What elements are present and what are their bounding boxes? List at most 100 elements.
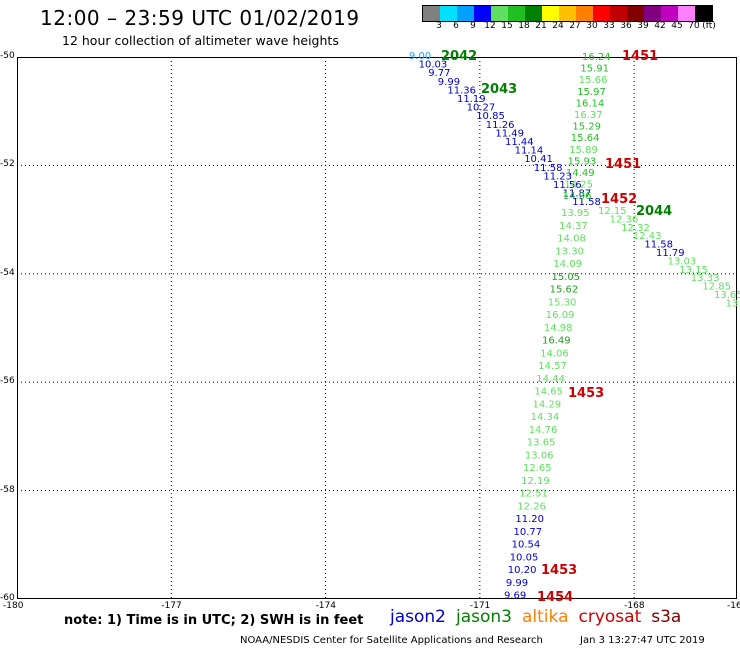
colorbar-swatch (695, 6, 712, 21)
colorbar-swatch (661, 6, 678, 21)
track-c-value-label: 11.58 (644, 240, 673, 251)
legend-item-cryosat: cryosat (578, 607, 642, 627)
colorbar-label: 36 (620, 21, 632, 31)
footer-note: note: 1) Time is in UTC; 2) SWH is in fe… (64, 613, 364, 628)
track-d-value-label: 14.06 (540, 348, 569, 359)
longitude-tick-label: -174 (315, 601, 336, 611)
colorbar-label: (ft) (702, 21, 716, 31)
track-a-time-label: 2043 (481, 82, 517, 97)
track-d-value-label: 10.77 (514, 527, 543, 538)
track-a-value-label: 9.00 (409, 51, 431, 62)
colorbar-label: 33 (603, 21, 615, 31)
latitude-tick-label: -52 (0, 159, 15, 170)
track-d-value-label: 10.05 (510, 552, 539, 563)
track-a-value-label: 11.87 (563, 189, 592, 200)
track-a-value-label: 11.36 (447, 85, 476, 96)
track-a-value-label: 11.19 (457, 94, 486, 105)
track-b-value-label: 14.25 (564, 180, 593, 191)
track-d-value-label: 14.65 (534, 387, 563, 398)
longitude-tick-label: -16 (727, 601, 740, 611)
track-d-time-label: 1454 (537, 590, 573, 605)
track-d-value-label: 12.65 (523, 463, 552, 474)
track-d-value-label: 13.95 (561, 208, 590, 219)
colorbar-label: 30 (586, 21, 598, 31)
track-b-value-label: 15.93 (568, 156, 597, 167)
colorbar-label: 27 (569, 21, 581, 31)
longitude-tick-label: -171 (469, 601, 491, 611)
colorbar-label: 18 (518, 21, 530, 31)
wave-height-colorbar (422, 5, 713, 22)
colorbar-swatch (542, 6, 559, 21)
latitude-tick-label: -56 (0, 376, 15, 387)
track-a-value-label: 11.44 (505, 137, 534, 148)
track-a-time-label: 2042 (441, 49, 477, 64)
track-a-value-label: 11.23 (543, 171, 572, 182)
track-d-value-label: 16.09 (546, 310, 575, 321)
track-d-value-label: 12.51 (519, 489, 548, 500)
latitude-tick-label: -50 (0, 51, 15, 61)
colorbar-swatch (491, 6, 508, 21)
track-b-value-label: 15.89 (569, 145, 598, 156)
track-a-value-label: 11.58 (534, 163, 563, 174)
generated-timestamp: Jan 3 13:27:47 UTC 2019 (580, 635, 705, 646)
track-d-time-label: 1453 (541, 563, 577, 578)
colorbar-swatch (610, 6, 627, 21)
track-c-value-label: 13.03 (668, 256, 697, 267)
track-a-value-label: 11.58 (572, 197, 601, 208)
track-d-value-label: 16.49 (542, 336, 571, 347)
track-a-value-label: 10.41 (524, 154, 553, 165)
track-a-value-label: 10.27 (467, 103, 496, 114)
colorbar-label: 12 (484, 21, 496, 31)
colorbar-swatch (474, 6, 491, 21)
track-d-value-label: 13.30 (555, 246, 584, 257)
track-c-value-label: 13.15 (679, 265, 708, 276)
track-c-value-label: 13.65 (714, 290, 740, 301)
track-a-value-label: 11.26 (486, 120, 515, 131)
track-b-value-label: 15.91 (580, 64, 609, 75)
track-b-value-label: 15.66 (579, 75, 608, 86)
track-d-value-label: 12.19 (521, 476, 550, 487)
track-c-value-label: 12.32 (621, 223, 650, 234)
track-c-time-label: 1452 (601, 192, 637, 207)
track-d-value-label: 15.62 (550, 285, 579, 296)
colorbar-swatch (423, 6, 440, 21)
colorbar-label: 3 (436, 21, 442, 31)
track-d-value-label: 11.20 (515, 514, 544, 525)
colorbar-label: 6 (453, 21, 459, 31)
track-d-value-label: 14.57 (538, 361, 567, 372)
track-b-value-label: 16.37 (574, 110, 603, 121)
credit-text: NOAA/NESDIS Center for Satellite Applica… (240, 635, 543, 646)
track-d-value-label: 13.65 (527, 438, 556, 449)
colorbar-label: 24 (552, 21, 564, 31)
legend-item-altika: altika (522, 607, 569, 627)
track-c-value-label: 13. (726, 298, 740, 309)
map-plot-frame (17, 57, 737, 599)
colorbar-swatch (525, 6, 542, 21)
track-d-value-label: 13.06 (525, 450, 554, 461)
track-d-value-label: 15.05 (552, 272, 581, 283)
track-a-value-label: 10.85 (476, 111, 505, 122)
colorbar-swatch (457, 6, 474, 21)
track-a-value-label: 11.49 (495, 128, 524, 139)
track-b-value-label: 14.49 (566, 168, 595, 179)
track-b-value-label: 15.64 (571, 133, 600, 144)
track-c-value-label: 12.85 (702, 282, 731, 293)
colorbar-label: 21 (535, 21, 547, 31)
track-b-time-label: 1451 (605, 157, 641, 172)
page-title: 12:00 – 23:59 UTC 01/02/2019 (40, 6, 360, 30)
latitude-tick-label: -54 (0, 267, 15, 278)
track-d-value-label: 14.34 (531, 412, 560, 423)
colorbar-label: 45 (671, 21, 683, 31)
track-d-value-label: 14.98 (544, 323, 573, 334)
colorbar-swatch (440, 6, 457, 21)
colorbar-swatch (644, 6, 661, 21)
latitude-tick-label: -60 (0, 593, 15, 603)
colorbar-label: 70 (688, 21, 700, 31)
colorbar-label: 15 (501, 21, 513, 31)
track-d-value-label: 9.99 (506, 578, 528, 589)
longitude-tick-label: -168 (624, 601, 645, 611)
legend-item-jason3: jason3 (456, 607, 512, 627)
track-d-time-label: 1453 (568, 386, 604, 401)
track-a-value-label: 11.56 (553, 180, 582, 191)
track-d-value-label: 14.76 (529, 425, 558, 436)
